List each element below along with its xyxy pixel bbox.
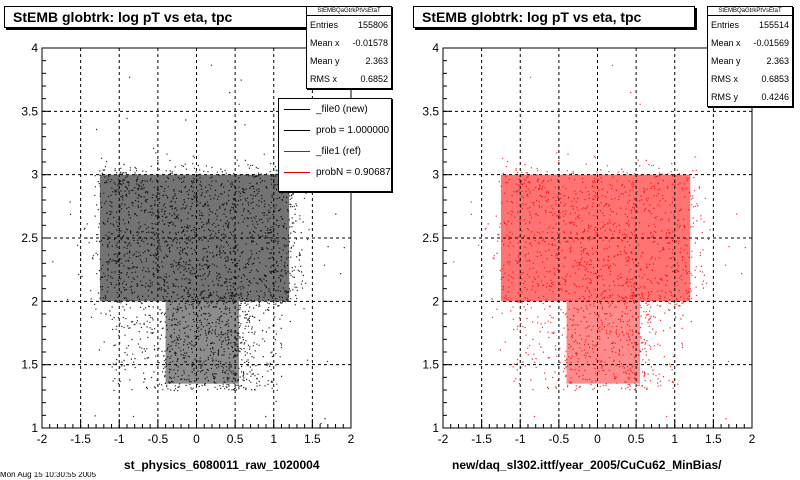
y-tick-label: 3 bbox=[31, 168, 38, 182]
left-legend: _file0 (new) prob = 1.000000 _file1 (ref… bbox=[278, 98, 392, 192]
x-tick-label: 0 bbox=[193, 432, 200, 446]
legend-label: _file0 (new) bbox=[316, 104, 368, 115]
scatter-stem bbox=[566, 301, 640, 384]
y-tick-label: 2.5 bbox=[21, 231, 38, 245]
stats-row-mean-y: Mean y 2.363 bbox=[307, 52, 391, 70]
stats-value: 0.6852 bbox=[360, 74, 388, 84]
stats-label: RMS x bbox=[310, 74, 337, 84]
legend-entry-prob: prob = 1.000000 bbox=[279, 120, 391, 141]
stats-value: -0.01578 bbox=[352, 38, 388, 48]
footer-timestamp: Mon Aug 15 10:30:55 2005 bbox=[0, 472, 97, 479]
x-tick-label: -2 bbox=[37, 432, 48, 446]
y-tick-label: 1.5 bbox=[422, 358, 439, 372]
scatter-stem bbox=[165, 301, 239, 384]
x-tick-label: -1 bbox=[515, 432, 526, 446]
legend-line-black bbox=[284, 130, 310, 131]
stats-row-mean-x: Mean x -0.01569 bbox=[708, 34, 792, 52]
stats-row-entries: Entries 155806 bbox=[307, 16, 391, 34]
stats-label: Mean x bbox=[711, 38, 741, 48]
stats-label: Mean y bbox=[310, 56, 340, 66]
stats-row-mean-x: Mean x -0.01578 bbox=[307, 34, 391, 52]
x-tick-label: 1.5 bbox=[705, 432, 722, 446]
y-tick-label: 1 bbox=[432, 421, 439, 435]
stats-label: Entries bbox=[310, 20, 339, 30]
y-tick-label: 2.5 bbox=[422, 231, 439, 245]
stats-label: RMS x bbox=[711, 74, 738, 84]
stats-value: 0.6853 bbox=[761, 74, 789, 84]
y-tick-label: 4 bbox=[31, 41, 38, 55]
x-tick-label: 0.5 bbox=[628, 432, 645, 446]
stats-name: StEMBQaGtrkPtVsEtaT bbox=[307, 7, 391, 16]
y-tick-label: 1 bbox=[31, 421, 38, 435]
stats-value: -0.01569 bbox=[753, 38, 789, 48]
x-tick-label: 0 bbox=[594, 432, 601, 446]
stats-label: Entries bbox=[711, 20, 740, 30]
x-tick-label: 2 bbox=[348, 432, 355, 446]
x-tick-label: 2 bbox=[749, 432, 756, 446]
stats-value: 155806 bbox=[357, 20, 388, 30]
y-tick-label: 3.5 bbox=[21, 104, 38, 118]
legend-entry-file0: _file0 (new) bbox=[279, 99, 391, 120]
left-stats-box: StEMBQaGtrkPtVsEtaT Entries 155806 Mean … bbox=[306, 6, 392, 89]
x-tick-label: -1.5 bbox=[70, 432, 91, 446]
stats-row-rms-x: RMS x 0.6852 bbox=[307, 70, 391, 88]
stats-row-rms-y: RMS y 0.4246 bbox=[708, 88, 792, 106]
x-tick-label: -0.5 bbox=[549, 432, 570, 446]
legend-line-black bbox=[284, 109, 310, 110]
x-tick-label: -2 bbox=[438, 432, 449, 446]
legend-label: prob = 1.000000 bbox=[316, 125, 390, 136]
x-tick-label: -1 bbox=[114, 432, 125, 446]
x-tick-label: 1.5 bbox=[304, 432, 321, 446]
right-x-axis-title: new/daq_sl302.ittf/year_2005/CuCu62_MinB… bbox=[452, 458, 722, 472]
left-x-axis-title: st_physics_6080011_raw_1020004 bbox=[124, 458, 320, 472]
legend-entry-probn: probN = 0.906870 bbox=[279, 162, 391, 183]
right-plot-title: StEMB globtrk: log pT vs eta, tpc bbox=[413, 6, 695, 28]
left-plot-title: StEMB globtrk: log pT vs eta, tpc bbox=[4, 6, 308, 28]
y-tick-label: 2 bbox=[432, 294, 439, 308]
stats-label: Mean x bbox=[310, 38, 340, 48]
x-tick-label: 1 bbox=[270, 432, 277, 446]
stats-row-mean-y: Mean y 2.363 bbox=[708, 52, 792, 70]
stats-value: 2.363 bbox=[766, 56, 789, 66]
right-plot: -2 -1.5 -1 -0.5 0 0.5 1 1.5 2 1 1.5 2 2.5 3 3.5 4 bbox=[422, 41, 755, 446]
stats-row-entries: Entries 155514 bbox=[708, 16, 792, 34]
x-tick-label: 0.5 bbox=[227, 432, 244, 446]
legend-line-red bbox=[284, 172, 310, 173]
legend-entry-file1: _file1 (ref) bbox=[279, 141, 391, 162]
legend-label: _file1 (ref) bbox=[316, 146, 362, 157]
y-tick-label: 2 bbox=[31, 294, 38, 308]
y-tick-label: 3 bbox=[432, 168, 439, 182]
y-tick-label: 1.5 bbox=[21, 358, 38, 372]
stats-value: 155514 bbox=[758, 20, 789, 30]
stats-label: Mean y bbox=[711, 56, 741, 66]
x-tick-label: 1 bbox=[671, 432, 678, 446]
y-tick-label: 4 bbox=[432, 41, 439, 55]
x-tick-label: -1.5 bbox=[471, 432, 492, 446]
legend-label: probN = 0.906870 bbox=[316, 167, 392, 178]
right-stats-box: StEMBQaGtrkPtVsEtaT Entries 155514 Mean … bbox=[707, 6, 793, 107]
stats-row-rms-x: RMS x 0.6853 bbox=[708, 70, 792, 88]
legend-line-red bbox=[284, 151, 310, 152]
stats-value: 2.363 bbox=[365, 56, 388, 66]
stats-value: 0.4246 bbox=[761, 92, 789, 102]
x-tick-label: -0.5 bbox=[148, 432, 169, 446]
y-tick-label: 3.5 bbox=[422, 104, 439, 118]
stats-label: RMS y bbox=[711, 92, 738, 102]
stats-name: StEMBQaGtrkPtVsEtaT bbox=[708, 7, 792, 16]
